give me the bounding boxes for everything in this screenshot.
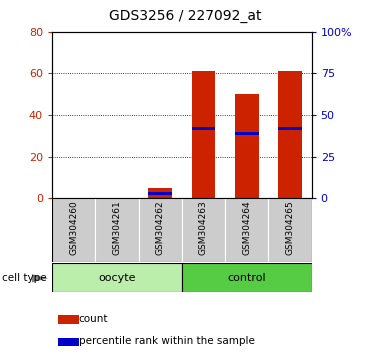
Bar bbox=[148, 192, 172, 195]
Bar bbox=[52, 198, 95, 262]
Text: GSM304265: GSM304265 bbox=[286, 200, 295, 255]
Bar bbox=[148, 188, 172, 198]
Bar bbox=[52, 263, 182, 292]
Bar bbox=[182, 263, 312, 292]
Bar bbox=[138, 198, 182, 262]
Bar bbox=[278, 72, 302, 198]
Text: GSM304261: GSM304261 bbox=[112, 200, 121, 255]
Text: GSM304260: GSM304260 bbox=[69, 200, 78, 255]
Bar bbox=[58, 338, 79, 346]
Text: GDS3256 / 227092_at: GDS3256 / 227092_at bbox=[109, 9, 262, 23]
Bar bbox=[235, 132, 259, 135]
Text: GSM304263: GSM304263 bbox=[199, 200, 208, 255]
Bar bbox=[95, 198, 138, 262]
Text: GSM304262: GSM304262 bbox=[156, 200, 165, 255]
Bar bbox=[278, 127, 302, 130]
Polygon shape bbox=[32, 274, 48, 282]
Bar bbox=[182, 198, 225, 262]
Text: control: control bbox=[227, 273, 266, 282]
Text: count: count bbox=[79, 314, 108, 324]
Bar bbox=[191, 127, 215, 130]
Text: cell type: cell type bbox=[2, 273, 46, 283]
Bar bbox=[58, 315, 79, 324]
Bar bbox=[225, 198, 268, 262]
Bar bbox=[191, 72, 215, 198]
Text: GSM304264: GSM304264 bbox=[242, 200, 251, 255]
Bar bbox=[235, 94, 259, 198]
Bar bbox=[268, 198, 312, 262]
Text: percentile rank within the sample: percentile rank within the sample bbox=[79, 336, 255, 346]
Text: oocyte: oocyte bbox=[98, 273, 136, 282]
